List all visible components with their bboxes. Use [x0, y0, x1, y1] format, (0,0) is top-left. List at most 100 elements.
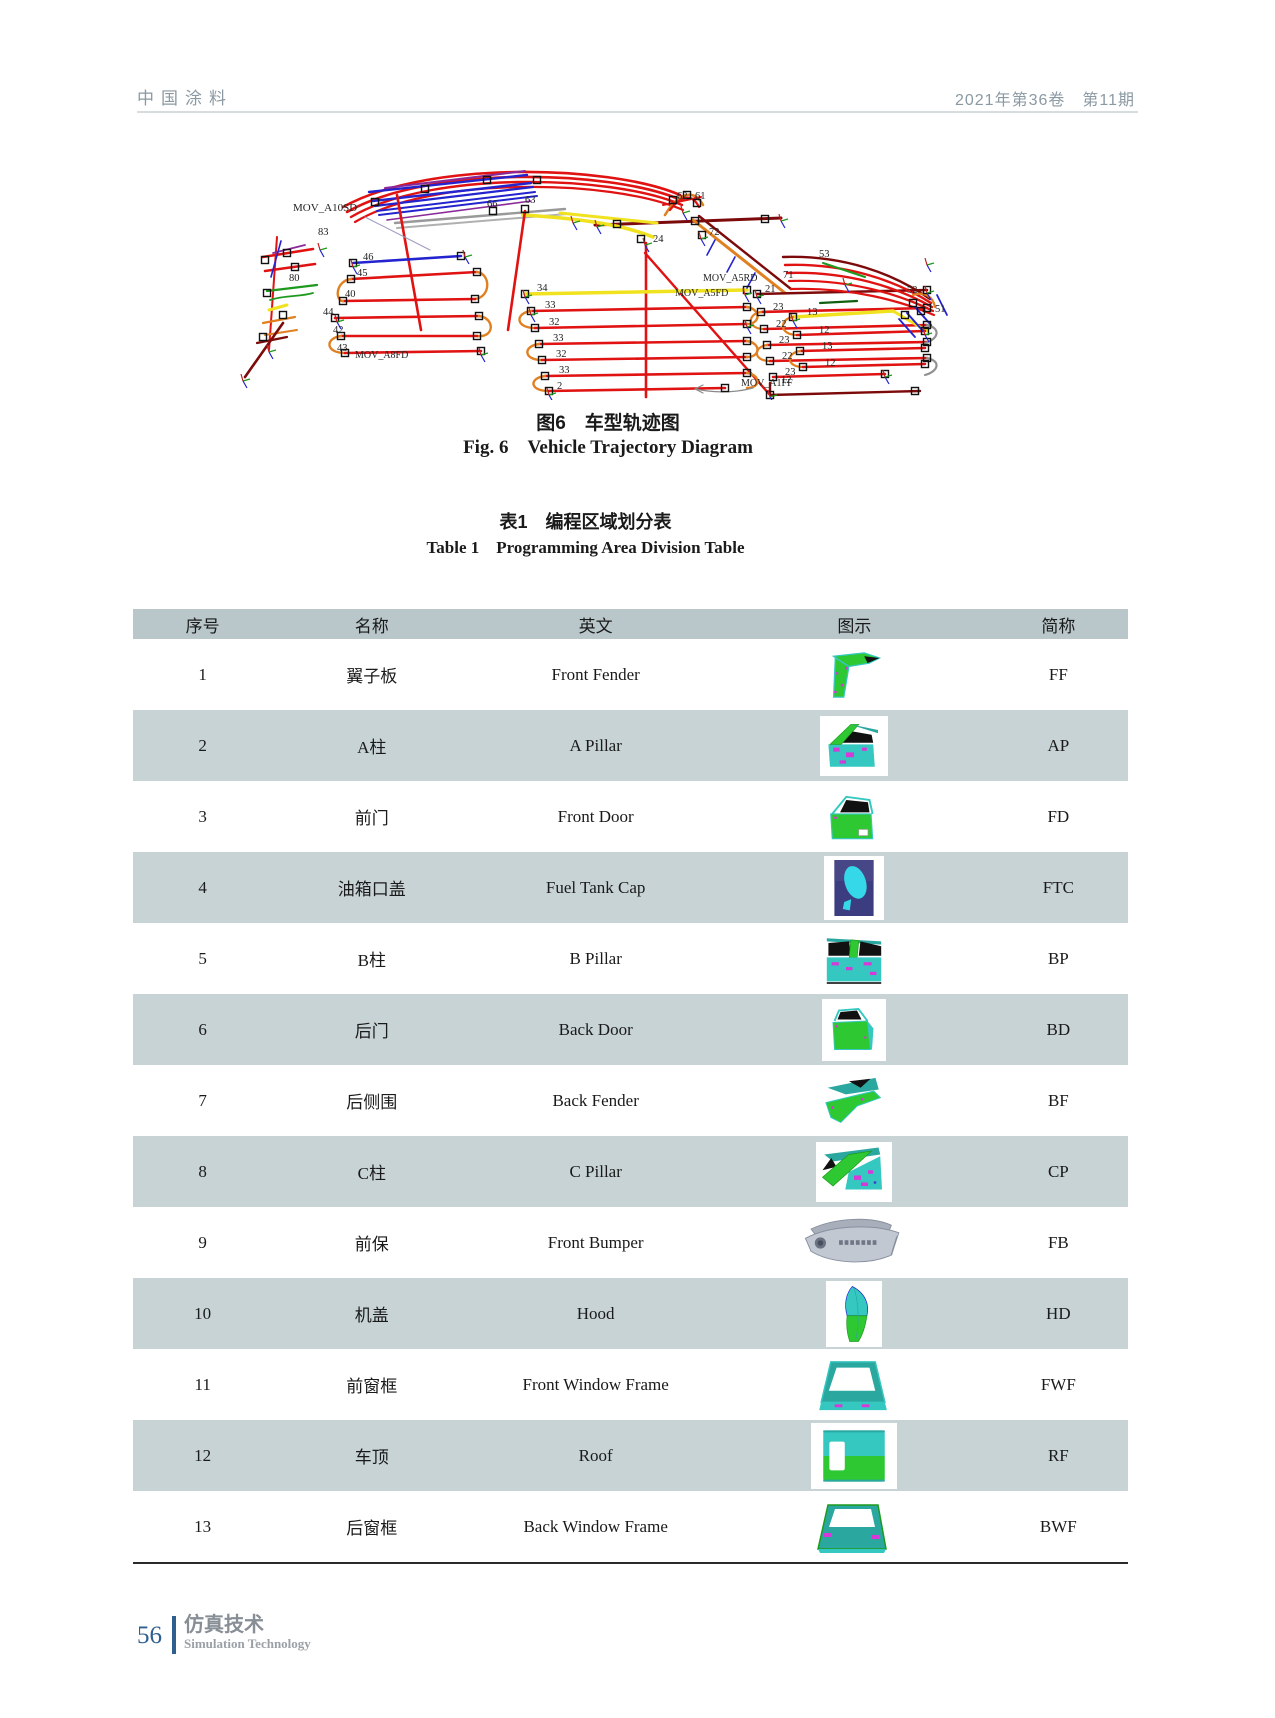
- part-abbr: HD: [1046, 1303, 1071, 1323]
- part-name-en: Front Bumper: [547, 1232, 644, 1252]
- axis-glyphs: [240, 205, 935, 400]
- svg-text:13: 13: [822, 341, 833, 352]
- part-name-en: Fuel Tank Cap: [545, 877, 646, 897]
- row-number: 9: [198, 1232, 207, 1252]
- part-abbr: FF: [1048, 664, 1068, 684]
- part-abbr: BWF: [1039, 1516, 1077, 1536]
- part-name-en: Front Fender: [551, 664, 640, 684]
- roof-image: [811, 1422, 898, 1489]
- row-number: 4: [198, 877, 207, 897]
- table-row: 11 前窗框 Front Window Frame FWF: [133, 1349, 1128, 1420]
- header-rule: [137, 111, 1138, 113]
- issue-info: 2021年第36卷 第11期: [954, 92, 1135, 109]
- table-row: 3 前门 Front Door FD: [133, 781, 1128, 852]
- section-name-cn: 仿真技术: [184, 1614, 264, 1636]
- front-window-frame-image: [813, 1353, 896, 1416]
- svg-text:44: 44: [323, 307, 334, 318]
- b-pillar-illustration: [827, 937, 882, 984]
- back-fender-image: [819, 1071, 890, 1130]
- table-title-cn: 表1 编程区域划分表: [499, 512, 672, 532]
- front-bumper-image: [796, 1209, 913, 1276]
- svg-text:12: 12: [819, 325, 830, 336]
- journal-name: 中国涂料: [137, 89, 233, 108]
- column-header: 序号: [185, 616, 220, 636]
- part-illustration: [720, 1496, 989, 1557]
- table-row: 4 油箱口盖 Fuel Tank Cap FTC: [133, 852, 1128, 923]
- part-illustration: [720, 644, 989, 705]
- back-window-frame-illustration: [817, 1503, 888, 1553]
- row-number: 8: [198, 1161, 207, 1181]
- part-name-cn: 后门: [354, 1022, 389, 1041]
- svg-text:34: 34: [537, 283, 548, 294]
- svg-text:53: 53: [819, 249, 830, 260]
- part-name-cn: 前窗框: [346, 1377, 398, 1396]
- table-row: 7 后侧围 Back Fender BF: [133, 1065, 1128, 1136]
- svg-text:MOV_A5FD: MOV_A5FD: [675, 288, 728, 299]
- part-name-cn: 前保: [354, 1235, 389, 1254]
- back-fender-illustration: [825, 1077, 882, 1123]
- part-abbr: FD: [1047, 806, 1070, 826]
- svg-text:63: 63: [525, 195, 536, 206]
- svg-text:46: 46: [363, 252, 374, 263]
- figure-caption-cn: 图6 车型轨迹图: [536, 413, 680, 434]
- part-abbr: BF: [1047, 1090, 1069, 1110]
- c-pillar-illustration: [819, 1143, 890, 1200]
- svg-text:MOV_A10SD: MOV_A10SD: [293, 202, 357, 214]
- svg-text:21: 21: [765, 284, 776, 295]
- row-number: 10: [194, 1303, 212, 1323]
- column-header: 简称: [1041, 616, 1076, 636]
- column-header: 名称: [354, 616, 389, 636]
- svg-text:51: 51: [935, 304, 946, 315]
- roof-illustration: [823, 1429, 886, 1482]
- page-footer: 56 仿真技术 Simulation Technology: [137, 1614, 311, 1654]
- front-door-illustration: [830, 795, 874, 839]
- hood-illustration: [828, 1282, 881, 1345]
- waypoint-markers: [258, 175, 932, 400]
- part-abbr: FWF: [1040, 1374, 1076, 1394]
- part-illustration: [720, 1280, 989, 1347]
- fuel-tank-cap-illustration: [834, 859, 874, 916]
- part-name-cn: 前门: [354, 809, 389, 828]
- front-fender-illustration: [832, 651, 882, 698]
- table-row: 9 前保 Front Bumper FB: [133, 1207, 1128, 1278]
- svg-text:12: 12: [825, 358, 836, 369]
- svg-text:23: 23: [773, 302, 784, 313]
- table-row: 5 B柱 B Pillar BP: [133, 923, 1128, 994]
- row-number: 11: [194, 1374, 211, 1394]
- a-pillar-image: [820, 715, 889, 776]
- a-pillar-illustration: [822, 719, 887, 772]
- part-name-cn: 翼子板: [346, 667, 398, 686]
- fuel-tank-cap-image: [824, 855, 885, 920]
- c-pillar-image: [816, 1141, 893, 1202]
- svg-text:80: 80: [289, 273, 300, 284]
- row-number: 6: [198, 1019, 207, 1039]
- table-body: 1 翼子板 Front Fender FF 2 A柱 A Pillar AP 3 前门 Fron…: [133, 639, 1128, 1562]
- svg-text:23: 23: [779, 335, 790, 346]
- svg-text:22: 22: [782, 351, 793, 362]
- svg-text:83: 83: [318, 227, 329, 238]
- part-name-cn: B柱: [357, 951, 386, 970]
- table-row: 10 机盖 Hood HD: [133, 1278, 1128, 1349]
- svg-text:40: 40: [345, 289, 356, 300]
- svg-text:2: 2: [557, 381, 562, 392]
- svg-text:72: 72: [709, 227, 720, 238]
- back-window-frame-image: [809, 1496, 900, 1557]
- svg-text:MOV_A5RD: MOV_A5RD: [703, 273, 757, 284]
- front-door-image: [821, 786, 888, 847]
- page-number: 56: [137, 1622, 162, 1649]
- svg-text:33: 33: [545, 300, 556, 311]
- table-row: 1 翼子板 Front Fender FF: [133, 639, 1128, 710]
- part-illustration: [720, 1141, 989, 1202]
- table-row: 13 后窗框 Back Window Frame BWF: [133, 1491, 1128, 1562]
- part-illustration: [720, 1071, 989, 1130]
- svg-text:43: 43: [337, 343, 348, 354]
- row-number: 7: [198, 1090, 207, 1110]
- table-row: 12 车顶 Roof RF: [133, 1420, 1128, 1491]
- programming-area-table: 序号 名称 英文 图示 简称 1 翼子板 Front Fender FF 2 A柱 A Pilla…: [133, 609, 1128, 1564]
- svg-text:71: 71: [783, 270, 794, 281]
- svg-text:32: 32: [556, 349, 567, 360]
- svg-text:13: 13: [807, 307, 818, 318]
- svg-text:52: 52: [907, 285, 918, 296]
- svg-text:23: 23: [785, 367, 796, 378]
- part-abbr: RF: [1047, 1445, 1069, 1465]
